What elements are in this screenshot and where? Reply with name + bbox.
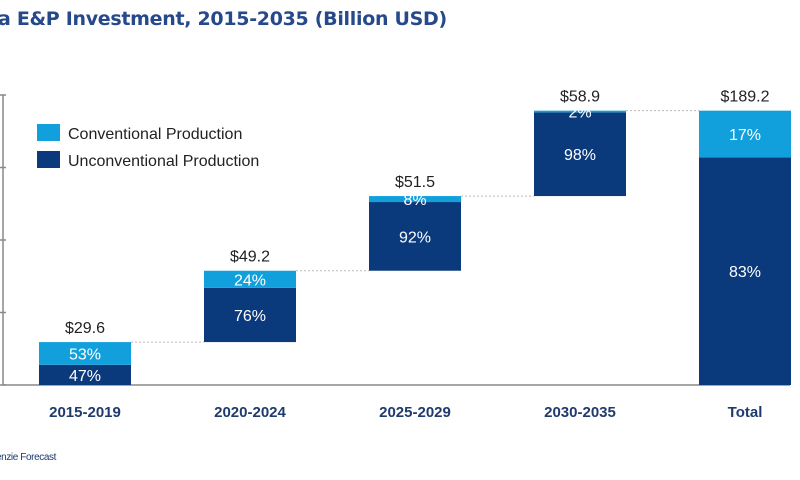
bar-conventional (369, 196, 461, 203)
bar-unconventional (39, 364, 131, 385)
chart-title: a E&P Investment, 2015-2035 (Billion USD… (0, 8, 447, 30)
bar-conventional (534, 110, 626, 113)
data-label-unconventional: 98% (564, 147, 596, 164)
legend-swatch-unconventional (37, 151, 60, 168)
data-label-unconventional: 47% (69, 368, 101, 385)
data-label-conventional: 53% (69, 346, 101, 363)
total-label: $49.2 (230, 249, 270, 266)
bar-conventional (699, 110, 791, 158)
data-label-unconventional: 92% (399, 229, 431, 246)
x-tick-label: 2030-2035 (544, 404, 616, 421)
x-tick-label: 2025-2029 (379, 404, 451, 421)
data-label-conventional: 24% (234, 272, 266, 289)
data-label-conventional: 2% (568, 105, 591, 122)
x-tick-label: Total (728, 404, 763, 421)
data-label-unconventional: 76% (234, 308, 266, 325)
bar-unconventional (534, 112, 626, 197)
legend-label-unconventional: Unconventional Production (68, 153, 259, 170)
source-note: enzie Forecast (0, 452, 56, 463)
bar-conventional (204, 270, 296, 288)
total-label: $29.6 (65, 320, 105, 337)
x-tick-label: 2020-2024 (214, 404, 286, 421)
bar-conventional (39, 342, 131, 365)
bar-unconventional (699, 157, 791, 385)
data-label-conventional: 17% (729, 127, 761, 144)
bar-unconventional (369, 202, 461, 271)
total-label: $51.5 (395, 174, 435, 191)
total-label: $189.2 (721, 89, 770, 106)
bar-unconventional (204, 287, 296, 343)
total-label: $58.9 (560, 89, 600, 106)
data-label-conventional: 8% (403, 192, 426, 209)
legend-swatch-conventional (37, 124, 60, 141)
x-tick-label: 2015-2019 (49, 404, 121, 421)
data-label-unconventional: 83% (729, 264, 761, 281)
legend-label-conventional: Conventional Production (68, 126, 242, 143)
